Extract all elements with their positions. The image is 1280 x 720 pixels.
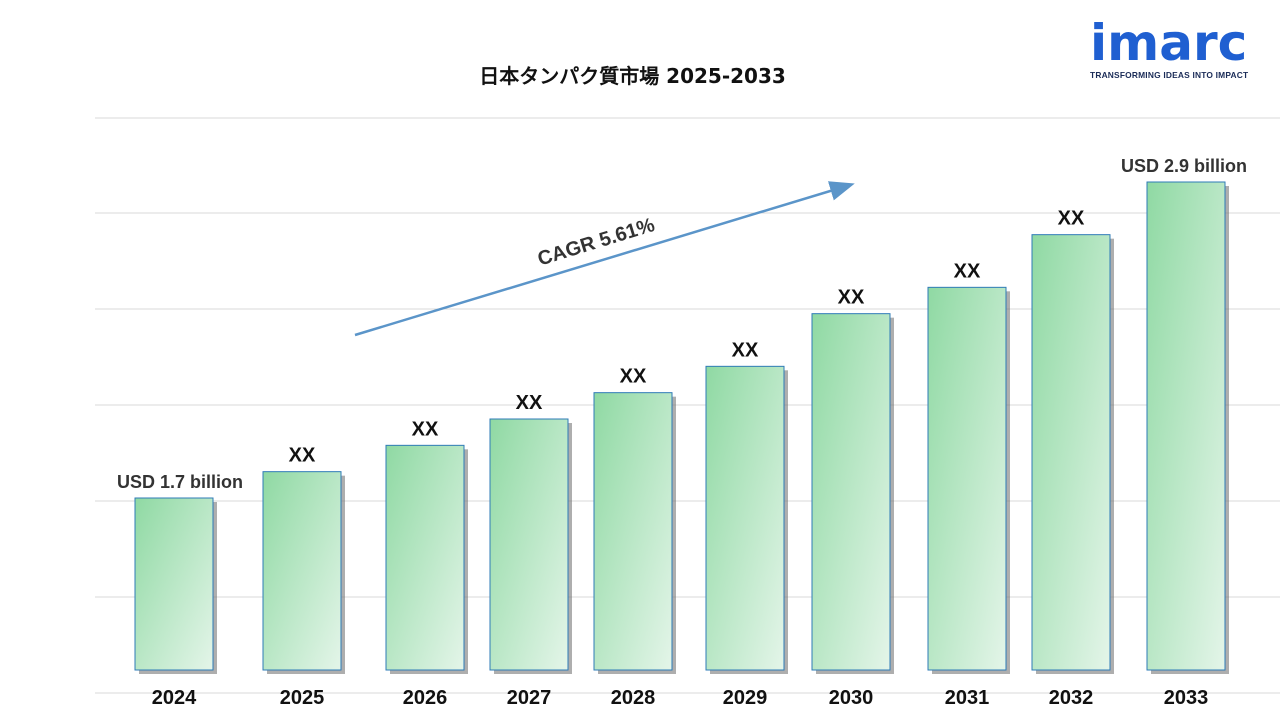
x-tick-label: 2029: [723, 687, 768, 709]
x-tick-label: 2033: [1164, 687, 1209, 709]
data-label: XX: [732, 339, 759, 361]
data-label: XX: [289, 445, 316, 467]
data-label: XX: [1058, 208, 1085, 230]
x-tick-label: 2027: [507, 687, 552, 709]
bar-2027: [489, 418, 569, 671]
bar-2032: [1031, 234, 1111, 671]
data-label: XX: [838, 287, 865, 309]
logo-tagline: TRANSFORMING IDEAS INTO IMPACT: [1090, 70, 1249, 80]
chart-title: 日本タンパク質市場 2025-2033: [479, 64, 786, 88]
x-tick-label: 2031: [945, 687, 990, 709]
x-tick-label: 2032: [1049, 687, 1094, 709]
bar-2030: [811, 313, 891, 671]
bar-2031: [927, 286, 1007, 671]
data-label: XX: [954, 260, 981, 282]
x-tick-label: 2024: [152, 687, 197, 709]
imarc-logo: imarc TRANSFORMING IDEAS INTO IMPACT: [1090, 16, 1265, 80]
bar-2029: [705, 365, 785, 671]
data-label: USD 1.7 billion: [117, 472, 243, 492]
bar-2024: [134, 497, 214, 671]
data-label: XX: [412, 418, 439, 440]
data-label: XX: [620, 366, 647, 388]
x-tick-label: 2028: [611, 687, 656, 709]
bar-2028: [593, 392, 673, 671]
bar-2033: [1146, 181, 1226, 671]
bar-2025: [262, 471, 342, 671]
logo-wordmark: imarc: [1090, 14, 1248, 72]
x-tick-label: 2026: [403, 687, 448, 709]
bar-2026: [385, 444, 465, 671]
data-label: XX: [516, 392, 543, 414]
data-label: USD 2.9 billion: [1121, 156, 1247, 176]
cagr-arrow: [354, 181, 855, 337]
x-tick-label: 2030: [829, 687, 874, 709]
x-tick-label: 2025: [280, 687, 325, 709]
